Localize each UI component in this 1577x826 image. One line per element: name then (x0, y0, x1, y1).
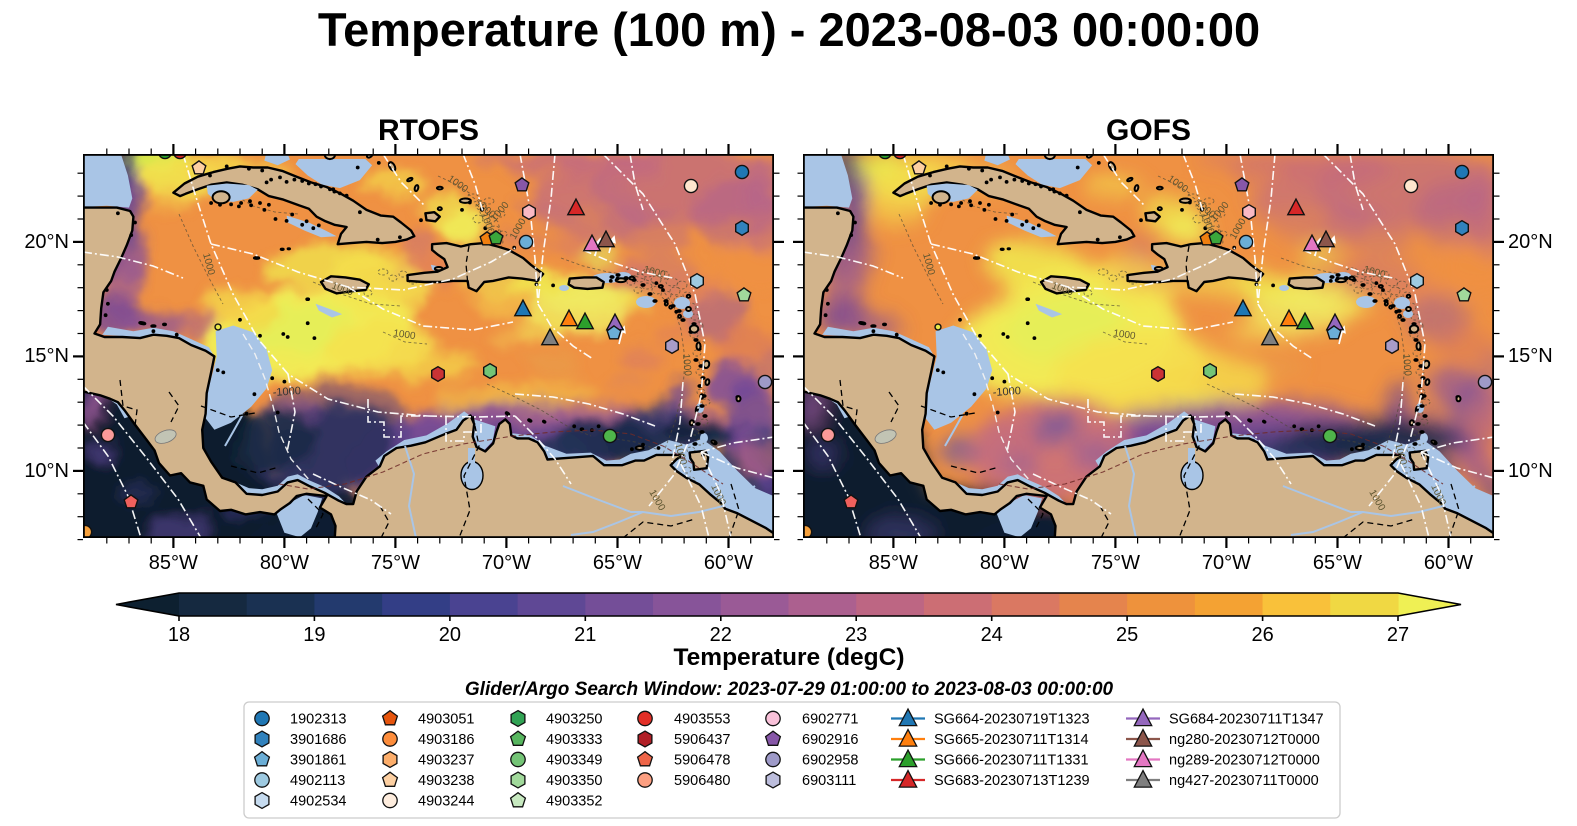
svg-text:ng427-20230711T0000: ng427-20230711T0000 (1169, 773, 1319, 789)
svg-text:6902916: 6902916 (802, 732, 858, 748)
svg-text:4903349: 4903349 (546, 753, 602, 769)
svg-text:ng280-20230712T0000: ng280-20230712T0000 (1169, 732, 1320, 748)
svg-text:SG666-20230711T1331: SG666-20230711T1331 (934, 753, 1089, 769)
svg-text:22: 22 (710, 624, 732, 646)
svg-text:-1000: -1000 (272, 385, 301, 399)
svg-text:4903250: 4903250 (546, 712, 602, 728)
svg-text:25: 25 (1116, 624, 1138, 646)
svg-text:5906480: 5906480 (674, 773, 730, 789)
svg-text:18: 18 (168, 624, 190, 646)
svg-text:27: 27 (1387, 624, 1409, 646)
svg-text:5906437: 5906437 (674, 732, 730, 748)
svg-text:4903333: 4903333 (546, 732, 602, 748)
svg-text:21: 21 (574, 624, 596, 646)
svg-text:4903352: 4903352 (546, 794, 602, 810)
svg-text:4902113: 4902113 (290, 773, 345, 789)
svg-text:3901861: 3901861 (290, 753, 346, 769)
svg-text:4903051: 4903051 (418, 712, 474, 728)
svg-text:4903186: 4903186 (418, 732, 474, 748)
svg-text:4903350: 4903350 (546, 773, 602, 789)
svg-text:4902534: 4902534 (290, 794, 346, 810)
svg-text:4903553: 4903553 (674, 712, 730, 728)
svg-text:SG664-20230719T1323: SG664-20230719T1323 (934, 712, 1090, 728)
svg-text:3901686: 3901686 (290, 732, 346, 748)
svg-text:6902958: 6902958 (802, 753, 858, 769)
svg-text:SG684-20230711T1347: SG684-20230711T1347 (1169, 712, 1324, 728)
svg-text:4903238: 4903238 (418, 773, 474, 789)
svg-text:SG665-20230711T1314: SG665-20230711T1314 (934, 732, 1089, 748)
svg-text:5906478: 5906478 (674, 753, 730, 769)
svg-text:ng289-20230712T0000: ng289-20230712T0000 (1169, 753, 1320, 769)
svg-text:1000: 1000 (1400, 353, 1413, 377)
svg-text:1000: 1000 (1113, 328, 1137, 342)
svg-text:24: 24 (981, 624, 1003, 646)
svg-text:-1000: -1000 (992, 385, 1021, 399)
svg-text:4903237: 4903237 (418, 753, 474, 769)
svg-text:1000: 1000 (680, 353, 693, 377)
svg-text:1000: 1000 (393, 328, 417, 342)
svg-text:SG683-20230713T1239: SG683-20230713T1239 (934, 773, 1090, 789)
svg-text:1902313: 1902313 (290, 712, 346, 728)
svg-text:23: 23 (845, 624, 867, 646)
svg-text:6903111: 6903111 (802, 773, 856, 789)
svg-text:4903244: 4903244 (418, 794, 474, 810)
svg-text:6902771: 6902771 (802, 712, 858, 728)
svg-text:26: 26 (1251, 624, 1273, 646)
svg-text:19: 19 (303, 624, 325, 646)
svg-text:20: 20 (439, 624, 461, 646)
